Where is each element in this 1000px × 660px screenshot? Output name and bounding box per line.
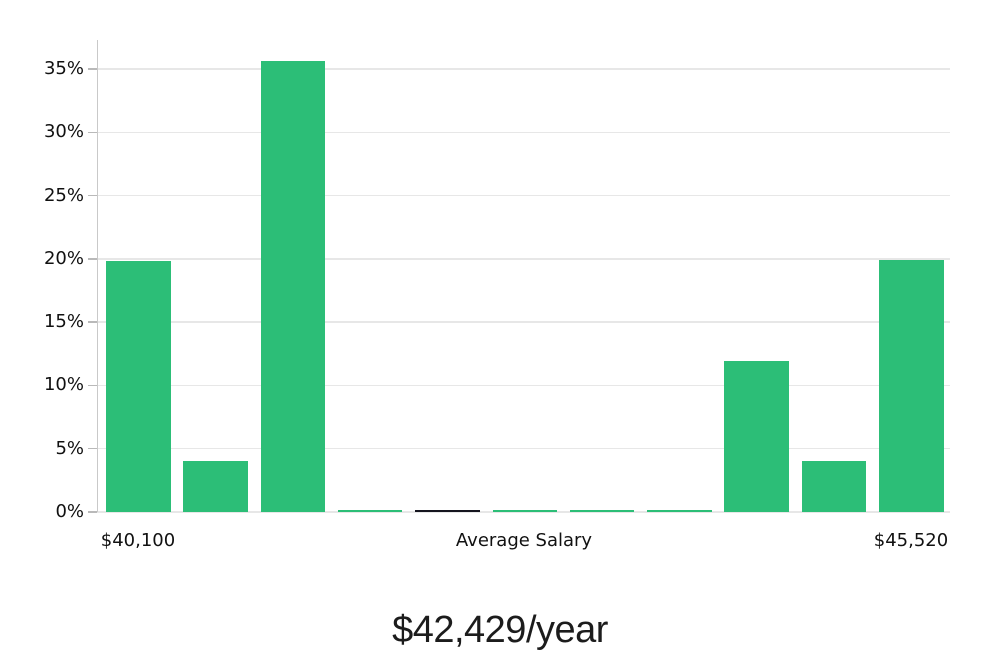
bar[interactable]: [183, 461, 248, 512]
gridline: [97, 68, 950, 70]
bar[interactable]: [260, 61, 326, 512]
bar[interactable]: [879, 260, 944, 512]
gridline: [97, 511, 950, 513]
bar[interactable]: [724, 361, 789, 512]
y-axis-tick-label: 15%: [43, 311, 84, 333]
average-salary-marker-bar[interactable]: [415, 510, 480, 512]
x-tick-label-min-salary: $40,100: [100, 530, 176, 551]
x-tick-label-max-salary: $45,520: [873, 530, 949, 551]
gridline: [97, 321, 950, 323]
x-axis-label-average-salary: Average Salary: [455, 530, 593, 551]
y-axis-tick-label: 5%: [55, 437, 84, 459]
y-axis-tick-label: 10%: [43, 374, 84, 396]
y-axis-tick: [88, 384, 97, 387]
gridline: [97, 131, 950, 134]
y-axis-tick: [88, 68, 97, 70]
gridline: [97, 447, 950, 450]
y-axis-tick-label: 0%: [55, 501, 84, 522]
bar[interactable]: [492, 510, 557, 512]
y-axis-tick-label: 20%: [43, 247, 84, 269]
gridline: [97, 258, 950, 260]
chart-title-average-salary: $42,429/year: [392, 609, 608, 651]
y-axis-tick: [88, 321, 97, 323]
y-axis-line: [97, 40, 98, 512]
bar[interactable]: [337, 510, 403, 512]
y-axis-tick: [88, 511, 97, 513]
y-axis-tick: [88, 258, 97, 260]
bar[interactable]: [801, 461, 867, 512]
bar[interactable]: [569, 510, 635, 512]
y-axis-tick-label: 35%: [43, 58, 84, 79]
gridline: [97, 194, 950, 197]
y-axis-tick: [88, 131, 97, 134]
y-axis-tick-label: 25%: [43, 184, 84, 206]
y-axis-tick: [88, 447, 97, 450]
y-axis-tick: [88, 194, 97, 197]
bar[interactable]: [106, 261, 171, 512]
y-axis-tick-label: 30%: [43, 121, 84, 143]
gridline: [97, 384, 950, 387]
bar[interactable]: [647, 510, 712, 512]
